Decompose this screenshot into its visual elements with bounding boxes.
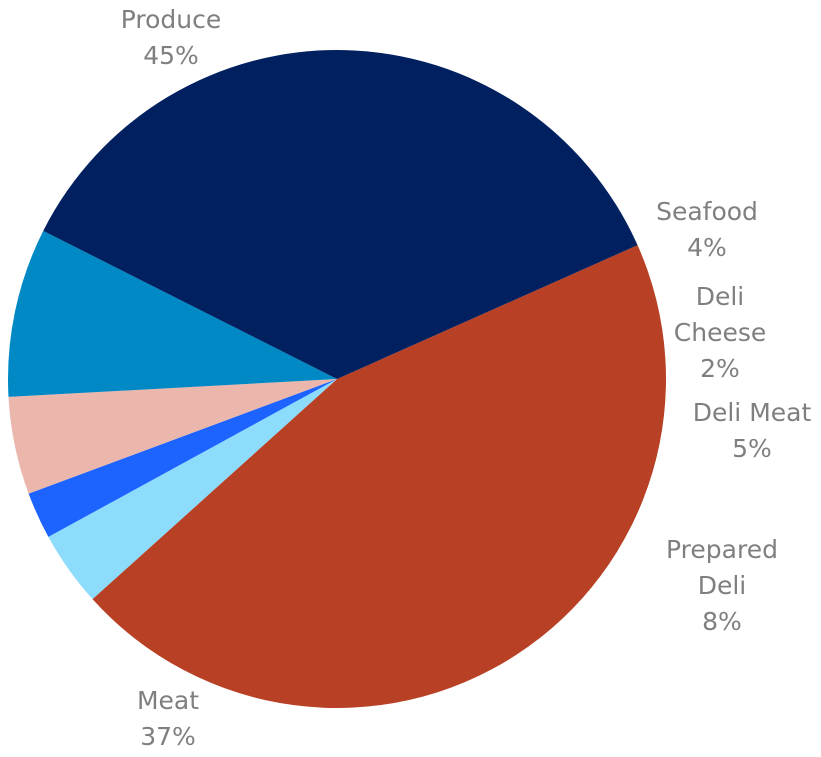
pie-label-percent: 2% — [700, 354, 740, 383]
pie-label-name: Produce — [121, 5, 222, 34]
pie-label-name: Deli Meat — [693, 398, 812, 427]
pie-label-seafood: Seafood 4% — [656, 197, 758, 262]
pie-label-name: Meat — [137, 686, 199, 715]
pie-slices — [8, 50, 667, 708]
pie-label-percent: 4% — [687, 233, 727, 262]
pie-label-percent: 5% — [732, 434, 772, 463]
pie-label-produce: Produce 45% — [121, 5, 222, 70]
pie-label-deli-cheese: Deli Cheese 2% — [674, 282, 766, 383]
pie-label-name: Deli — [696, 282, 745, 311]
pie-label-percent: 37% — [140, 722, 196, 751]
pie-slice-produce — [92, 245, 667, 708]
pie-label-name: Prepared — [666, 535, 778, 564]
pie-labels: Produce 45% Seafood 4% Deli Cheese 2% Deli Meat… — [121, 5, 812, 751]
pie-slice-meat — [43, 50, 638, 380]
pie-slice-seafood — [48, 379, 338, 600]
pie-slice-prepared-deli — [8, 230, 337, 397]
pie-label-name: Cheese — [674, 318, 766, 347]
pie-slice-deli-meat — [8, 379, 338, 494]
pie-label-name: Deli — [698, 571, 747, 600]
pie-label-percent: 45% — [143, 41, 199, 70]
pie-label-prepared-deli: Prepared Deli 8% — [666, 535, 778, 636]
pie-label-percent: 8% — [702, 607, 742, 636]
pie-label-name: Seafood — [656, 197, 758, 226]
pie-label-meat: Meat 37% — [137, 686, 199, 751]
pie-slice-deli-cheese — [28, 379, 337, 537]
pie-label-deli-meat: Deli Meat 5% — [693, 398, 812, 463]
